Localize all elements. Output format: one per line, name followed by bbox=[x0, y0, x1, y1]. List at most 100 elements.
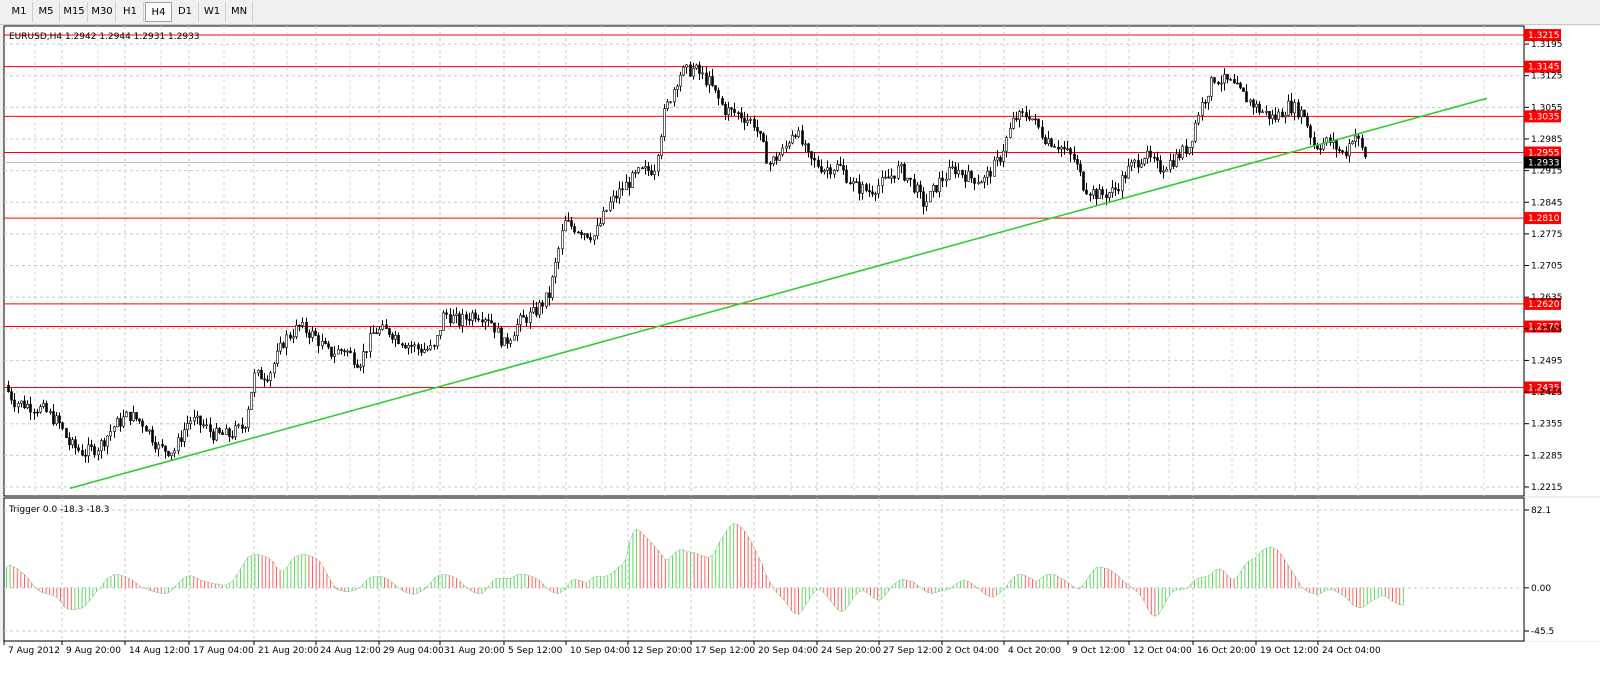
candle-body bbox=[103, 440, 106, 447]
candle-body bbox=[698, 64, 701, 74]
candle-body bbox=[285, 334, 288, 348]
candle-body bbox=[778, 154, 781, 161]
candle-body bbox=[340, 349, 343, 351]
candle-body bbox=[1207, 95, 1210, 103]
candle-body bbox=[577, 231, 580, 234]
candle-body bbox=[417, 344, 420, 350]
candle-body bbox=[673, 89, 676, 103]
candle-body bbox=[1018, 111, 1021, 120]
candle-body bbox=[993, 159, 996, 177]
candle-body bbox=[397, 334, 400, 344]
candle-body bbox=[1025, 112, 1028, 118]
candle-body bbox=[1290, 100, 1293, 114]
candle-body bbox=[1297, 102, 1300, 118]
candle-body bbox=[1255, 103, 1258, 108]
candle-body bbox=[497, 327, 500, 333]
candle-body bbox=[1316, 145, 1319, 149]
candle-body bbox=[180, 437, 183, 442]
candle-body bbox=[769, 163, 772, 165]
candle-body bbox=[961, 170, 964, 176]
trendline[interactable] bbox=[69, 97, 1488, 490]
candle-body bbox=[1089, 193, 1092, 196]
candle-body bbox=[663, 108, 666, 137]
candle-body bbox=[1293, 102, 1296, 114]
candle-body bbox=[1153, 156, 1156, 159]
price-tick-label: 1.2425 bbox=[1531, 388, 1563, 398]
timeframe-button-d1[interactable]: D1 bbox=[172, 2, 199, 22]
candle-body bbox=[244, 427, 247, 429]
candle-body bbox=[1076, 159, 1079, 165]
candle-body bbox=[1354, 135, 1357, 142]
timeframe-button-mn[interactable]: MN bbox=[226, 2, 253, 22]
time-tick-label: 14 Aug 12:00 bbox=[129, 646, 190, 656]
candle-body bbox=[1098, 189, 1101, 199]
time-tick-label: 24 Aug 12:00 bbox=[320, 646, 381, 656]
candle-body bbox=[583, 233, 586, 236]
candle-body bbox=[1108, 192, 1111, 198]
candle-body bbox=[1213, 77, 1216, 83]
candle-body bbox=[794, 135, 797, 137]
candle-body bbox=[887, 176, 890, 179]
candle-body bbox=[522, 315, 525, 318]
candle-body bbox=[55, 415, 58, 425]
price-panel[interactable] bbox=[3, 25, 1525, 497]
candle-body bbox=[337, 349, 340, 355]
timeframe-button-h4[interactable]: H4 bbox=[145, 2, 172, 22]
candle-body bbox=[660, 136, 663, 156]
candle-body bbox=[317, 335, 320, 347]
candle-body bbox=[641, 167, 644, 170]
candle-body bbox=[292, 336, 295, 339]
timeframe-button-m1[interactable]: M1 bbox=[6, 2, 33, 22]
candle-body bbox=[269, 372, 272, 381]
candle-body bbox=[87, 444, 90, 457]
candle-body bbox=[855, 181, 858, 183]
time-tick-label: 9 Oct 12:00 bbox=[1072, 646, 1125, 656]
candle-body bbox=[1175, 153, 1178, 167]
candle-body bbox=[983, 176, 986, 183]
candle-body bbox=[743, 117, 746, 123]
candle-body bbox=[375, 332, 378, 334]
candle-body bbox=[906, 177, 909, 181]
candle-body bbox=[164, 445, 167, 452]
timeframe-button-m15[interactable]: M15 bbox=[61, 2, 88, 22]
time-tick-label: 31 Aug 20:00 bbox=[444, 646, 505, 656]
candle-body bbox=[385, 324, 388, 329]
candle-body bbox=[493, 322, 496, 333]
candle-body bbox=[257, 369, 260, 374]
candle-body bbox=[516, 324, 519, 336]
candle-body bbox=[625, 181, 628, 191]
price-tick-label: 1.2775 bbox=[1531, 230, 1563, 240]
timeframe-button-h1[interactable]: H1 bbox=[117, 2, 144, 22]
candle-body bbox=[538, 302, 541, 316]
candle-body bbox=[161, 444, 164, 447]
candle-body bbox=[881, 177, 884, 186]
candle-body bbox=[1185, 145, 1188, 154]
timeframe-button-m5[interactable]: M5 bbox=[33, 2, 60, 22]
candle-body bbox=[647, 166, 650, 171]
candle-body bbox=[567, 220, 570, 222]
candle-body bbox=[58, 415, 61, 424]
horizontal-levels[interactable]: 1.3215 1.3145 1.3035 1.2955 1.2810 1.2620 1.25… bbox=[4, 29, 1561, 394]
candle-body bbox=[813, 157, 816, 161]
price-tick-label: 1.2495 bbox=[1531, 356, 1563, 366]
candle-body bbox=[727, 107, 730, 116]
candle-body bbox=[1351, 141, 1354, 144]
time-tick-label: 5 Sep 12:00 bbox=[508, 646, 563, 656]
candle-body bbox=[145, 426, 148, 432]
timeframe-button-m30[interactable]: M30 bbox=[89, 2, 116, 22]
candle-body bbox=[1031, 118, 1034, 121]
candle-body bbox=[897, 165, 900, 179]
timeframe-button-w1[interactable]: W1 bbox=[199, 2, 226, 22]
candle-body bbox=[455, 313, 458, 316]
candle-body bbox=[954, 166, 957, 175]
candle-body bbox=[1028, 116, 1031, 120]
candle-body bbox=[321, 340, 324, 347]
candle-body bbox=[797, 130, 800, 137]
time-tick-label: 27 Sep 12:00 bbox=[883, 646, 943, 656]
candle-body bbox=[77, 447, 80, 451]
candle-body bbox=[487, 319, 490, 322]
candle-body bbox=[503, 337, 506, 346]
candle-body bbox=[657, 155, 660, 172]
candle-body bbox=[7, 384, 10, 393]
